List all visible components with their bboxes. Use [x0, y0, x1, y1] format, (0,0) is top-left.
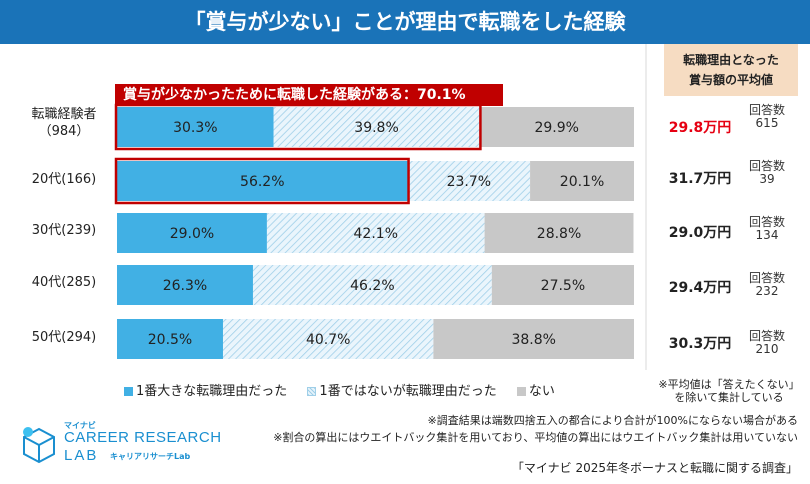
response-count-label: 回答数	[748, 103, 785, 117]
bar-value-label: 46.2%	[350, 278, 394, 294]
average-header: 転職理由となった 賞与額の平均値	[664, 44, 798, 96]
average-value: 29.4万円	[668, 280, 732, 296]
response-count-value: 232	[755, 284, 779, 298]
legend-item: 1番大きな転職理由だった	[124, 384, 287, 399]
legend-swatch-blue	[124, 387, 133, 396]
row-label: 20代(166)	[31, 172, 97, 187]
bar-segment-none	[433, 319, 634, 359]
logo-kana: キャリアリサーチLab	[110, 452, 191, 461]
bar-value-label: 39.8%	[354, 120, 398, 136]
bar-value-label: 40.7%	[306, 332, 350, 348]
logo-title: CAREER RESEARCH	[64, 429, 222, 446]
row-label: 50代(294)	[31, 330, 97, 345]
logo-lab: LAB	[64, 447, 99, 464]
legend-item: 1番ではないが転職理由だった	[307, 384, 497, 399]
row-label-line1: 転職経験者	[31, 107, 97, 122]
bar-value-label: 42.1%	[354, 226, 398, 242]
response-count: 回答数 232	[742, 272, 792, 298]
bar-segment-none	[491, 265, 634, 305]
bar-value-label: 20.1%	[560, 174, 604, 190]
legend-swatch-gray	[516, 387, 526, 396]
average-value: 29.8万円	[668, 120, 732, 136]
bar-value-label: 56.2%	[240, 174, 284, 190]
average-value: 30.3万円	[668, 336, 732, 352]
highlight-outline	[114, 157, 410, 205]
row-label-line2: （984）	[38, 124, 90, 139]
source-note: 「マイナビ 2025年冬ボーナスと転職に関する調査」	[511, 461, 798, 475]
legend-label: ない	[528, 384, 555, 399]
bar-value-label: 23.7%	[447, 174, 491, 190]
bar-segment-primary	[117, 213, 267, 253]
bar-segment-none	[484, 213, 634, 253]
row-label: 30代(239)	[31, 223, 97, 238]
cube-logo-icon	[23, 427, 55, 464]
bar-segment-none	[479, 107, 634, 147]
chart-title: 「賞与が少ない」ことが理由で転職をした経験	[0, 0, 810, 44]
legend-label: 1番大きな転職理由だった	[136, 384, 288, 399]
row-label: 40代(285)	[31, 275, 97, 290]
response-count-value: 615	[755, 116, 779, 130]
average-note: ※平均値は「答えたくない」 を除いて集計している	[654, 378, 804, 404]
row-label: 転職経験者 （984）	[14, 106, 114, 140]
average-note-line1: ※平均値は「答えたくない」	[658, 378, 800, 391]
bar-value-label: 28.8%	[537, 226, 581, 242]
average-value: 31.7万円	[668, 171, 732, 187]
bar-segment-secondary	[273, 107, 480, 147]
footnote: ※調査結果は端数四捨五入の都合により合計が100%にならない場合がある	[427, 414, 798, 427]
response-count: 回答数 134	[742, 216, 792, 242]
average-note-line2: を除いて集計している	[674, 391, 784, 404]
response-count-label: 回答数	[748, 271, 785, 285]
bar-segment-secondary	[252, 265, 492, 305]
response-count-label: 回答数	[748, 159, 785, 173]
response-count-value: 210	[755, 342, 779, 356]
average-value: 29.0万円	[668, 225, 732, 241]
average-header-line2: 賞与額の平均値	[688, 73, 773, 87]
bar-value-label: 29.0%	[170, 226, 214, 242]
bar-value-label: 29.9%	[534, 120, 578, 136]
logo-brand: マイナビ	[64, 421, 96, 430]
response-count-label: 回答数	[748, 329, 785, 343]
response-count: 回答数 210	[742, 330, 792, 356]
bar-segment-secondary	[222, 319, 434, 359]
bar-value-label: 20.5%	[148, 332, 192, 348]
legend-swatch-hatch	[307, 387, 317, 396]
bar-value-label: 30.3%	[173, 120, 217, 136]
bar-segment-primary	[117, 107, 274, 147]
bar-segment-secondary	[266, 213, 485, 253]
bar-value-label: 27.5%	[541, 278, 585, 294]
response-count-value: 134	[755, 228, 779, 242]
bar-segment-primary	[117, 265, 253, 305]
bar-segment-primary	[117, 319, 223, 359]
response-count-label: 回答数	[748, 215, 785, 229]
response-count-value: 39	[759, 172, 775, 186]
career-research-lab-logo: マイナビ CAREER RESEARCH LAB キャリアリサーチLab	[18, 420, 221, 470]
bar-value-label: 38.8%	[511, 332, 555, 348]
average-header-line1: 転職理由となった	[683, 53, 779, 67]
callout-banner: 賞与が少なかったために転職した経験がある：70.1%	[115, 84, 503, 106]
response-count: 回答数 615	[742, 104, 792, 130]
bar-segment-none	[530, 161, 634, 201]
footnote: ※割合の算出にはウエイトバック集計を用いており、平均値の算出にはウエイトバック集…	[273, 431, 798, 444]
legend-label: 1番ではないが転職理由だった	[319, 384, 497, 399]
bar-segment-primary	[117, 161, 408, 201]
legend-item: ない	[516, 384, 555, 399]
chart-legend: 1番大きな転職理由だった 1番ではないが転職理由だった ない	[124, 380, 571, 399]
bar-segment-secondary	[407, 161, 531, 201]
bar-value-label: 26.3%	[163, 278, 207, 294]
response-count: 回答数 39	[742, 160, 792, 186]
